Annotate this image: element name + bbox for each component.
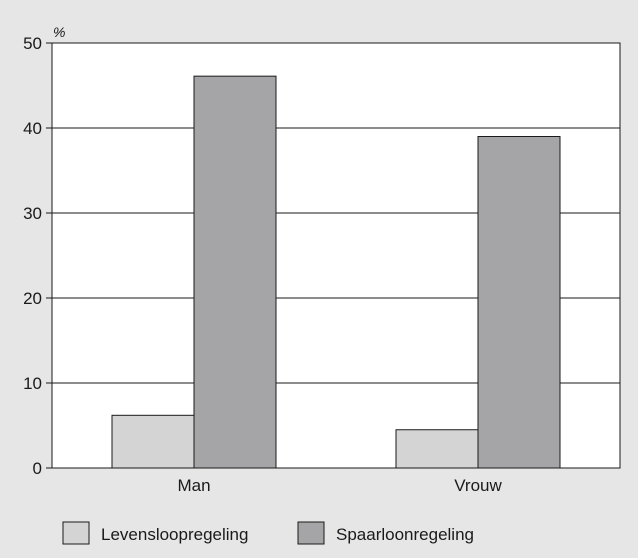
- y-tick-label: 10: [23, 374, 42, 393]
- legend: Levensloopregeling Spaarloonregeling: [62, 521, 474, 545]
- y-axis-unit-label: %: [53, 24, 65, 40]
- bars: [111, 75, 561, 469]
- y-tick-label: 30: [23, 204, 42, 223]
- y-tick-label: 20: [23, 289, 42, 308]
- x-category-label: Man: [177, 476, 210, 495]
- legend-swatch: [297, 521, 325, 545]
- x-axis-labels: Man Vrouw: [177, 476, 502, 495]
- bar-levensloopregeling-vrouw: [395, 429, 479, 469]
- y-tick-label: 50: [23, 34, 42, 53]
- y-tick-label: 40: [23, 119, 42, 138]
- legend-swatch: [62, 521, 90, 545]
- bar-spaarloonregeling-man: [193, 75, 277, 469]
- bar-levensloopregeling-man: [111, 414, 195, 469]
- x-category-label: Vrouw: [454, 476, 502, 495]
- legend-label: Spaarloonregeling: [336, 525, 474, 544]
- y-axis-ticks: 0 10 20 30 40 50: [23, 34, 52, 478]
- legend-label: Levensloopregeling: [101, 525, 248, 544]
- y-tick-label: 0: [33, 459, 42, 478]
- bar-spaarloonregeling-vrouw: [477, 136, 561, 469]
